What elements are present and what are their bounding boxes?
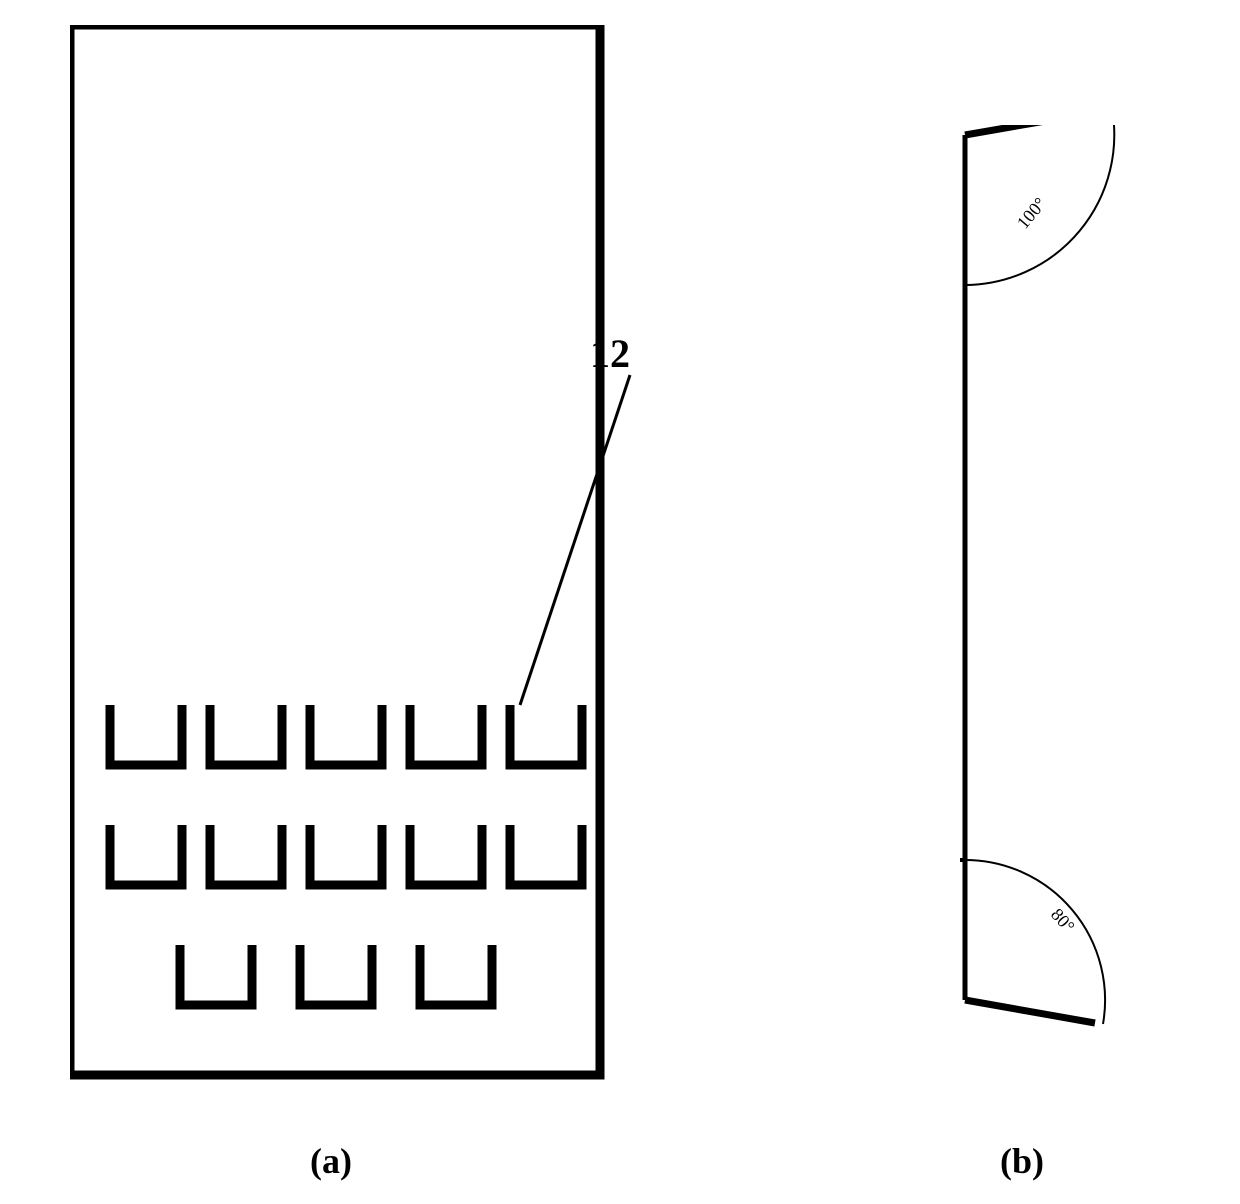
u-shape-row-3 (180, 945, 492, 1005)
outer-rectangle (70, 25, 600, 1075)
u-shape (110, 705, 182, 765)
bottom-angle-arc (965, 860, 1105, 1024)
u-shape (310, 705, 382, 765)
callout-leader (520, 375, 630, 705)
u-shape (410, 705, 482, 765)
bottom-edge (965, 1000, 1095, 1023)
u-shape (210, 705, 282, 765)
u-shape (410, 825, 482, 885)
u-shape-row-1 (110, 705, 582, 765)
u-shape (180, 945, 252, 1005)
subfigure-label-b: (b) (1000, 1140, 1044, 1182)
u-shape (300, 945, 372, 1005)
top-edge (965, 125, 1080, 135)
u-shape (510, 825, 582, 885)
callout-label-12: 12 (590, 330, 630, 377)
u-shape (210, 825, 282, 885)
top-angle-label: 100° (1013, 194, 1050, 233)
subfigure-label-a: (a) (310, 1140, 352, 1182)
figure-container: 12 100° 80° (a) (b) (0, 0, 1240, 1204)
u-shape (310, 825, 382, 885)
u-shape (420, 945, 492, 1005)
u-shape-row-2 (110, 825, 582, 885)
diagram-a (70, 25, 770, 1105)
u-shape (510, 705, 582, 765)
diagram-b: 100° 80° (950, 125, 1170, 1045)
u-shape (110, 825, 182, 885)
bottom-angle-label: 80° (1047, 904, 1079, 936)
